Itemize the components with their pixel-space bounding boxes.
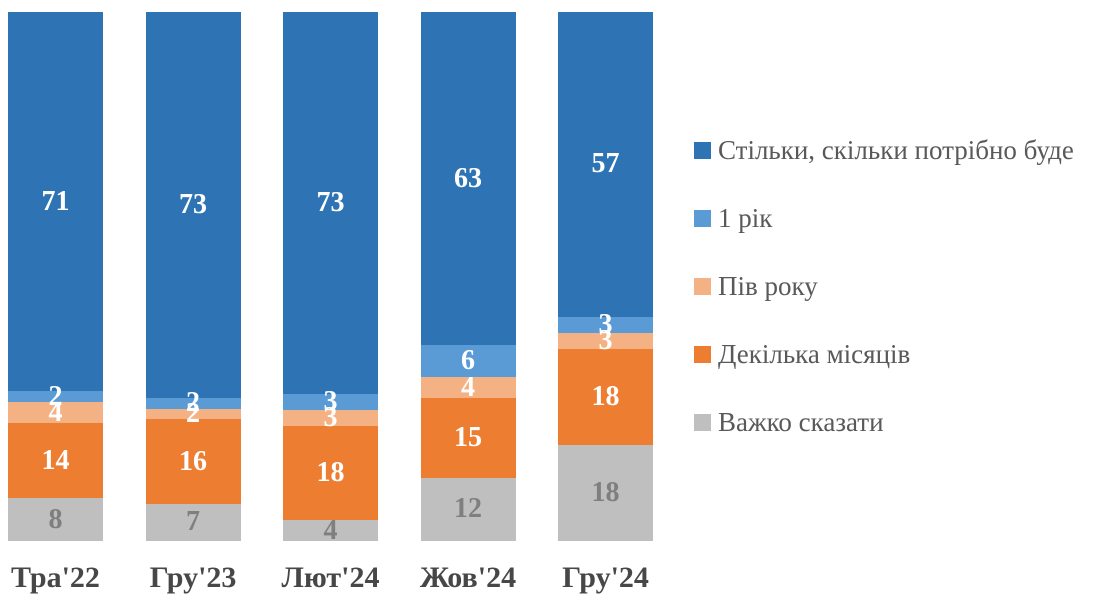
- segment-value-label: 18: [316, 456, 345, 488]
- segment-value-label: 8: [48, 503, 63, 535]
- segment-value-label: 73: [179, 189, 207, 221]
- bar-segment-series2-cat5: 3: [558, 310, 653, 338]
- bar-group-5: 57 3 3 18 18 Гру'24: [558, 0, 653, 603]
- bar-column-2: 73 2 2 16 7: [145, 12, 241, 541]
- bar-segment-series3-cat5: 3: [558, 326, 653, 354]
- segment-value-label: 14: [41, 444, 70, 476]
- segment-value-label: 7: [186, 506, 200, 538]
- legend-item-1: Стільки, скільки потрібно буде: [694, 133, 1074, 167]
- segment-value-label: 73: [316, 187, 345, 219]
- bar-group-2: 73 2 2 16 7 Гру'23: [145, 0, 241, 603]
- segment-value-label: 57: [591, 148, 620, 180]
- bar-segment-series4-cat3: 18: [283, 425, 378, 521]
- bar-segment-series5-cat5: 18: [558, 444, 653, 542]
- x-axis-label-3: Лют'24: [281, 561, 380, 594]
- bar-segment-series4-cat1: 14: [8, 423, 103, 499]
- segment-value-label: 15: [454, 421, 482, 453]
- segment-value-label: 71: [41, 185, 70, 217]
- segment-value-label: 18: [591, 476, 620, 508]
- bar-segment-series2-cat1: 2: [8, 382, 103, 410]
- bar-column-1: 71 2 4 14 8: [8, 12, 103, 542]
- bar-segment-series1-cat3: 73: [283, 12, 378, 395]
- bar-segment-series5-cat4: 12: [420, 477, 516, 541]
- legend-item-4: Декілька місяців: [694, 337, 1074, 371]
- bar-segment-series2-cat2: 2: [145, 389, 241, 417]
- legend-swatch-icon: [694, 277, 711, 295]
- legend-item-5: Важко сказати: [694, 405, 1074, 439]
- segment-value-label: 12: [454, 493, 482, 525]
- bar-segment-series2-cat4: 6: [420, 345, 516, 377]
- bar-segment-series4-cat2: 16: [145, 419, 241, 504]
- legend-label: Важко сказати: [718, 406, 884, 437]
- x-axis-label-1: Тра'22: [11, 561, 100, 594]
- legend-label: Пів року: [718, 270, 818, 301]
- bar-segment-series3-cat2: 2: [145, 400, 241, 428]
- bar-segment-series5-cat2: 7: [145, 503, 241, 541]
- legend-item-3: Пів року: [694, 269, 1074, 303]
- segment-value-label: 63: [454, 162, 482, 194]
- bar-segment-series5-cat1: 8: [8, 498, 103, 542]
- legend-label: 1 рік: [718, 202, 773, 233]
- bar-group-4: 63 6 4 15 12 Жов'24: [420, 0, 516, 603]
- segment-value-label: 16: [179, 445, 207, 477]
- bar-segment-series3-cat4: 4: [420, 373, 516, 401]
- legend-label: Стільки, скільки потрібно буде: [718, 134, 1074, 165]
- bar-segment-series1-cat2: 73: [145, 12, 241, 399]
- bar-segment-series3-cat1: 4: [8, 398, 103, 426]
- bar-column-5: 57 3 3 18 18: [558, 12, 653, 542]
- legend-item-2: 1 рік: [694, 201, 1074, 235]
- bar-segment-series3-cat3: 3: [283, 403, 378, 431]
- bar-group-3: 73 3 3 18 4 Лют'24: [282, 0, 379, 603]
- bar-segment-series1-cat5: 57: [558, 12, 653, 317]
- bar-segment-series4-cat5: 18: [558, 348, 653, 445]
- bar-column-3: 73 3 3 18 4: [283, 12, 378, 544]
- bar-column-4: 63 6 4 15 12: [420, 12, 516, 541]
- bar-group-1: 71 2 4 14 8 Тра'22: [8, 0, 103, 603]
- legend-swatch-icon: [694, 141, 711, 159]
- segment-value-label: 18: [591, 380, 620, 412]
- legend-swatch-icon: [694, 209, 711, 227]
- x-axis-label-2: Гру'23: [149, 561, 237, 594]
- x-axis-label-4: Жов'24: [419, 561, 517, 594]
- bar-segment-series1-cat4: 63: [420, 12, 516, 346]
- legend-swatch-icon: [694, 413, 711, 431]
- bar-segment-series2-cat3: 3: [283, 388, 378, 416]
- x-axis-label-5: Гру'24: [562, 561, 649, 594]
- legend-swatch-icon: [694, 345, 711, 363]
- bar-segment-series1-cat1: 71: [8, 12, 103, 392]
- bar-segment-series5-cat3: 4: [283, 516, 378, 544]
- bar-segment-series4-cat4: 15: [420, 398, 516, 478]
- legend: Стільки, скільки потрібно буде 1 рік Пів р…: [694, 133, 1074, 473]
- legend-label: Декілька місяців: [718, 338, 911, 369]
- segment-value-label: 6: [461, 345, 475, 377]
- segment-value-label: 4: [323, 514, 338, 546]
